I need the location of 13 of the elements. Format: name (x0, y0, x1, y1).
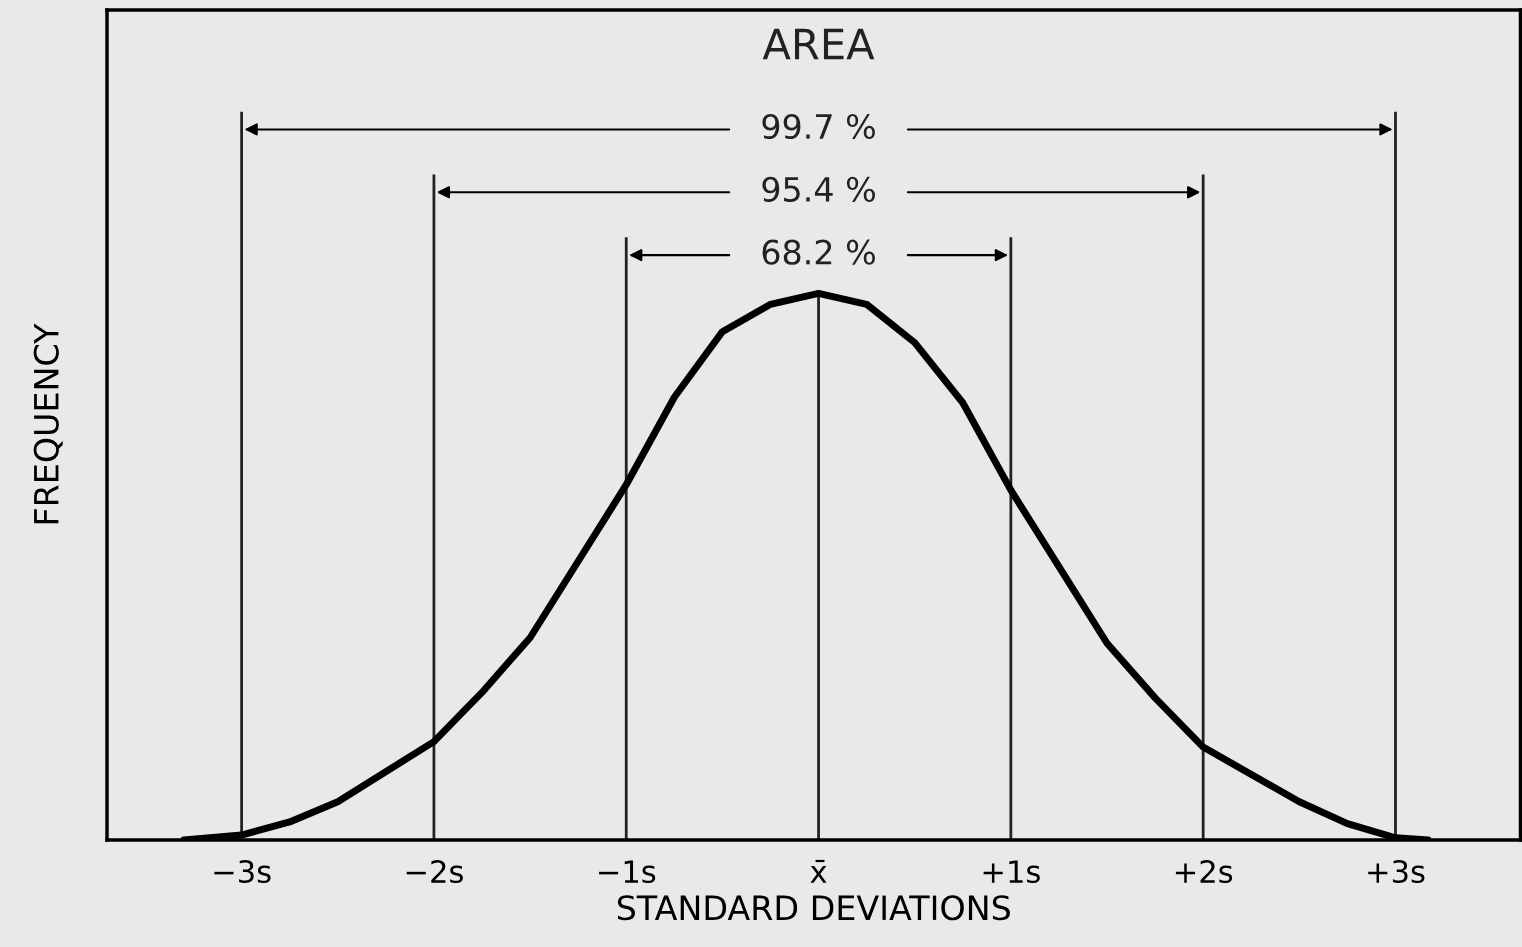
chart-title: AREA (762, 28, 875, 60)
x-tick-label: +3s (1368, 859, 1425, 884)
text: 99.7 % (762, 113, 875, 140)
text: 95.4 % (762, 176, 875, 202)
x-tick-label: −1s (598, 860, 656, 884)
y-axis-title: FREQUENCY (33, 323, 63, 524)
x-tick-label: −3s (214, 859, 271, 884)
x-tick-label: +2s (1175, 859, 1233, 884)
text: 68.2 % (762, 239, 875, 265)
x-tick-label: +1s (983, 860, 1040, 884)
x-tick-label: −2s (406, 859, 463, 884)
x-tick-label: x̄ (810, 859, 827, 883)
x-axis-title: STANDARD DEVIATIONS (617, 895, 1010, 921)
